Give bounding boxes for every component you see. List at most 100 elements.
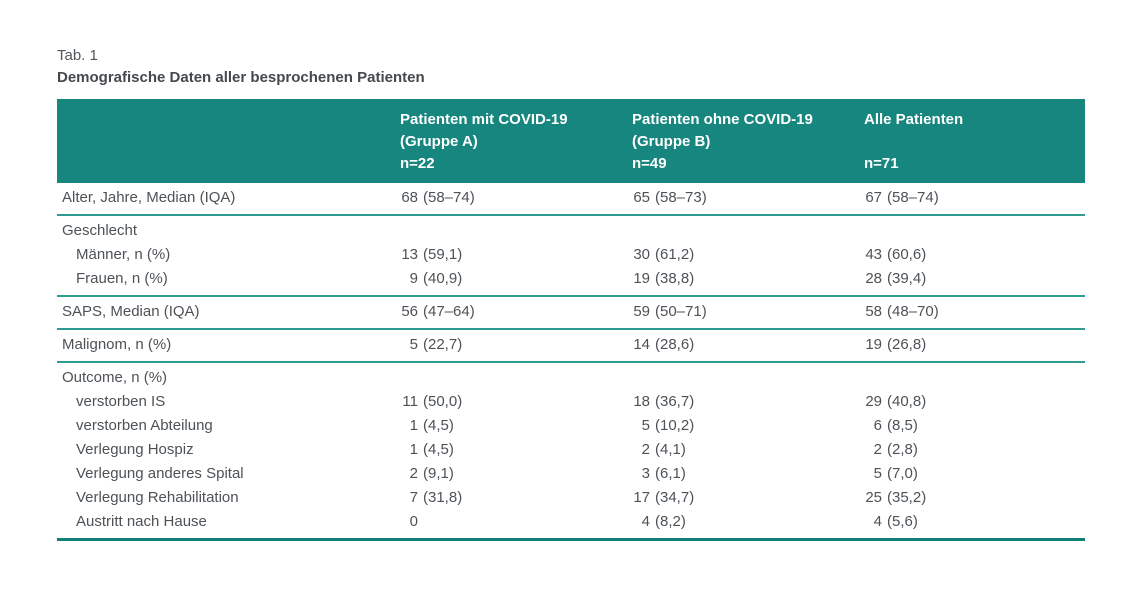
row-label: Verlegung Hospiz bbox=[76, 441, 194, 458]
value-number: 28 bbox=[865, 270, 882, 287]
column-header-line bbox=[864, 131, 1085, 153]
value-percent: (50,0) bbox=[423, 393, 463, 410]
value-number: 3 bbox=[641, 465, 650, 482]
value-number: 58 bbox=[865, 303, 882, 320]
value-cell: 25 (35,2) bbox=[864, 486, 1085, 510]
row-label: verstorben Abteilung bbox=[76, 417, 213, 434]
value-percent: (40,9) bbox=[423, 270, 463, 287]
value-percent: (38,8) bbox=[655, 270, 695, 287]
value-number: 0 bbox=[409, 513, 418, 530]
row-label: Frauen, n (%) bbox=[76, 270, 168, 287]
table-section: Outcome, n (%) verstorben IS 11 (50,0) 18 (36… bbox=[57, 363, 1085, 541]
value-cell: 0 bbox=[400, 510, 632, 534]
value-percent: (61,2) bbox=[655, 246, 695, 263]
value-number: 19 bbox=[865, 336, 882, 353]
value-cell: 18 (36,7) bbox=[632, 390, 864, 414]
table-row: Outcome, n (%) bbox=[57, 366, 1085, 390]
value-number: 14 bbox=[633, 336, 650, 353]
value-percent: (7,0) bbox=[887, 465, 918, 482]
table-row: Malignom, n (%) 5 (22,7) 14 (28,6) 19 (26,8) bbox=[57, 333, 1085, 357]
value-cell: 43 (60,6) bbox=[864, 243, 1085, 267]
table-row: verstorben IS 11 (50,0) 18 (36,7) 29 (40,8) bbox=[57, 390, 1085, 414]
value-cell: 9 (40,9) bbox=[400, 267, 632, 291]
value-cell bbox=[632, 366, 864, 390]
value-cell: 11 (50,0) bbox=[400, 390, 632, 414]
value-percent: (4,1) bbox=[655, 441, 686, 458]
column-header-line: (Gruppe A) bbox=[400, 133, 478, 150]
row-label: Verlegung anderes Spital bbox=[76, 465, 244, 482]
table-row: Männer, n (%) 13 (59,1) 30 (61,2) 43 (60,6) bbox=[57, 243, 1085, 267]
value-percent: (58–74) bbox=[423, 189, 475, 206]
column-header-line: Alle Patienten bbox=[864, 111, 964, 128]
column-header-2: Patienten ohne COVID-19 (Gruppe B) n=49 bbox=[632, 109, 864, 175]
row-label: Verlegung Rehabilitation bbox=[76, 489, 239, 506]
value-percent: (58–73) bbox=[655, 189, 707, 206]
value-cell: 65 (58–73) bbox=[632, 186, 864, 210]
table-header: Patienten mit COVID-19 (Gruppe A) n=22 Pati… bbox=[57, 99, 1085, 183]
value-percent: (8,2) bbox=[655, 513, 686, 530]
value-cell bbox=[864, 366, 1085, 390]
value-number: 1 bbox=[409, 441, 418, 458]
value-cell: 19 (26,8) bbox=[864, 333, 1085, 357]
value-cell: 7 (31,8) bbox=[400, 486, 632, 510]
value-cell: 59 (50–71) bbox=[632, 300, 864, 324]
column-header-line: Patienten ohne COVID-19 bbox=[632, 111, 813, 128]
value-percent: (28,6) bbox=[655, 336, 695, 353]
value-percent: (50–71) bbox=[655, 303, 707, 320]
table-row: Alter, Jahre, Median (IQA) 68 (58–74) 65 (58… bbox=[57, 186, 1085, 210]
row-label: Geschlecht bbox=[62, 222, 138, 239]
table-block: Tab. 1 Demografische Daten aller besproc… bbox=[57, 46, 1085, 541]
value-cell: 19 (38,8) bbox=[632, 267, 864, 291]
value-percent: (60,6) bbox=[887, 246, 927, 263]
value-cell: 13 (59,1) bbox=[400, 243, 632, 267]
table-row: Verlegung Hospiz 1 (4,5) 2 (4,1) 2 (2,8) bbox=[57, 438, 1085, 462]
value-cell bbox=[400, 219, 632, 243]
row-label: Austritt nach Hause bbox=[76, 513, 207, 530]
value-number: 5 bbox=[873, 465, 882, 482]
value-number: 17 bbox=[633, 489, 650, 506]
value-percent: (9,1) bbox=[423, 465, 454, 482]
column-header-line: n=22 bbox=[400, 155, 435, 172]
table-body: Alter, Jahre, Median (IQA) 68 (58–74) 65 (58… bbox=[57, 183, 1085, 541]
value-cell: 68 (58–74) bbox=[400, 186, 632, 210]
row-label: verstorben IS bbox=[76, 393, 166, 410]
column-header-1: Patienten mit COVID-19 (Gruppe A) n=22 bbox=[400, 109, 632, 175]
value-number: 11 bbox=[402, 393, 418, 410]
value-cell: 28 (39,4) bbox=[864, 267, 1085, 291]
value-number: 7 bbox=[409, 489, 418, 506]
value-cell: 6 (8,5) bbox=[864, 414, 1085, 438]
table-row: Verlegung anderes Spital 2 (9,1) 3 (6,1) 5 (7,… bbox=[57, 462, 1085, 486]
value-percent: (36,7) bbox=[655, 393, 695, 410]
table-row: Geschlecht bbox=[57, 219, 1085, 243]
value-cell: 5 (7,0) bbox=[864, 462, 1085, 486]
value-cell: 67 (58–74) bbox=[864, 186, 1085, 210]
value-percent: (5,6) bbox=[887, 513, 918, 530]
table-title: Demografische Daten aller besprochenen P… bbox=[57, 69, 425, 86]
column-header-3: Alle Patienten n=71 bbox=[864, 109, 1085, 175]
value-percent: (48–70) bbox=[887, 303, 939, 320]
value-number: 30 bbox=[633, 246, 650, 263]
value-number: 13 bbox=[401, 246, 418, 263]
value-number: 25 bbox=[865, 489, 882, 506]
value-cell bbox=[400, 366, 632, 390]
value-percent: (8,5) bbox=[887, 417, 918, 434]
value-number: 59 bbox=[633, 303, 650, 320]
column-header-line: n=71 bbox=[864, 155, 899, 172]
value-cell: 56 (47–64) bbox=[400, 300, 632, 324]
value-percent: (4,5) bbox=[423, 417, 454, 434]
row-label: Malignom, n (%) bbox=[62, 336, 172, 353]
column-header-line: (Gruppe B) bbox=[632, 133, 711, 150]
value-cell: 4 (5,6) bbox=[864, 510, 1085, 534]
value-number: 67 bbox=[865, 189, 882, 206]
value-percent: (35,2) bbox=[887, 489, 927, 506]
table-section: Alter, Jahre, Median (IQA) 68 (58–74) 65 (58… bbox=[57, 183, 1085, 216]
value-cell: 58 (48–70) bbox=[864, 300, 1085, 324]
value-cell: 30 (61,2) bbox=[632, 243, 864, 267]
value-number: 6 bbox=[873, 417, 882, 434]
value-cell: 1 (4,5) bbox=[400, 438, 632, 462]
value-percent: (40,8) bbox=[887, 393, 927, 410]
column-header-line: Patienten mit COVID-19 bbox=[400, 111, 568, 128]
table-row: verstorben Abteilung 1 (4,5) 5 (10,2) 6 (8,5) bbox=[57, 414, 1085, 438]
value-number: 1 bbox=[409, 417, 418, 434]
